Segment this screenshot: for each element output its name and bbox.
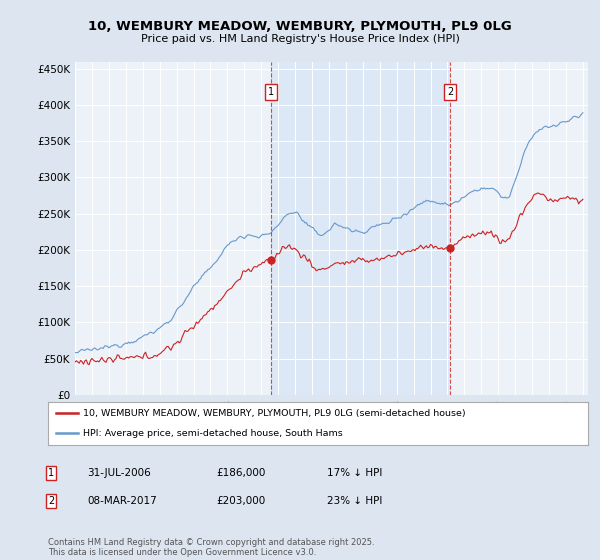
Text: 1: 1: [48, 468, 54, 478]
Text: Contains HM Land Registry data © Crown copyright and database right 2025.
This d: Contains HM Land Registry data © Crown c…: [48, 538, 374, 557]
Text: Price paid vs. HM Land Registry's House Price Index (HPI): Price paid vs. HM Land Registry's House …: [140, 34, 460, 44]
Text: 23% ↓ HPI: 23% ↓ HPI: [327, 496, 382, 506]
Text: 10, WEMBURY MEADOW, WEMBURY, PLYMOUTH, PL9 0LG (semi-detached house): 10, WEMBURY MEADOW, WEMBURY, PLYMOUTH, P…: [83, 409, 466, 418]
Text: 1: 1: [268, 87, 274, 97]
Text: £186,000: £186,000: [216, 468, 265, 478]
Text: HPI: Average price, semi-detached house, South Hams: HPI: Average price, semi-detached house,…: [83, 429, 343, 438]
Text: 2: 2: [447, 87, 454, 97]
Text: 2: 2: [48, 496, 54, 506]
Text: 31-JUL-2006: 31-JUL-2006: [87, 468, 151, 478]
Text: £203,000: £203,000: [216, 496, 265, 506]
Text: 08-MAR-2017: 08-MAR-2017: [87, 496, 157, 506]
Text: 10, WEMBURY MEADOW, WEMBURY, PLYMOUTH, PL9 0LG: 10, WEMBURY MEADOW, WEMBURY, PLYMOUTH, P…: [88, 20, 512, 32]
Text: 17% ↓ HPI: 17% ↓ HPI: [327, 468, 382, 478]
Bar: [271, 62, 451, 395]
